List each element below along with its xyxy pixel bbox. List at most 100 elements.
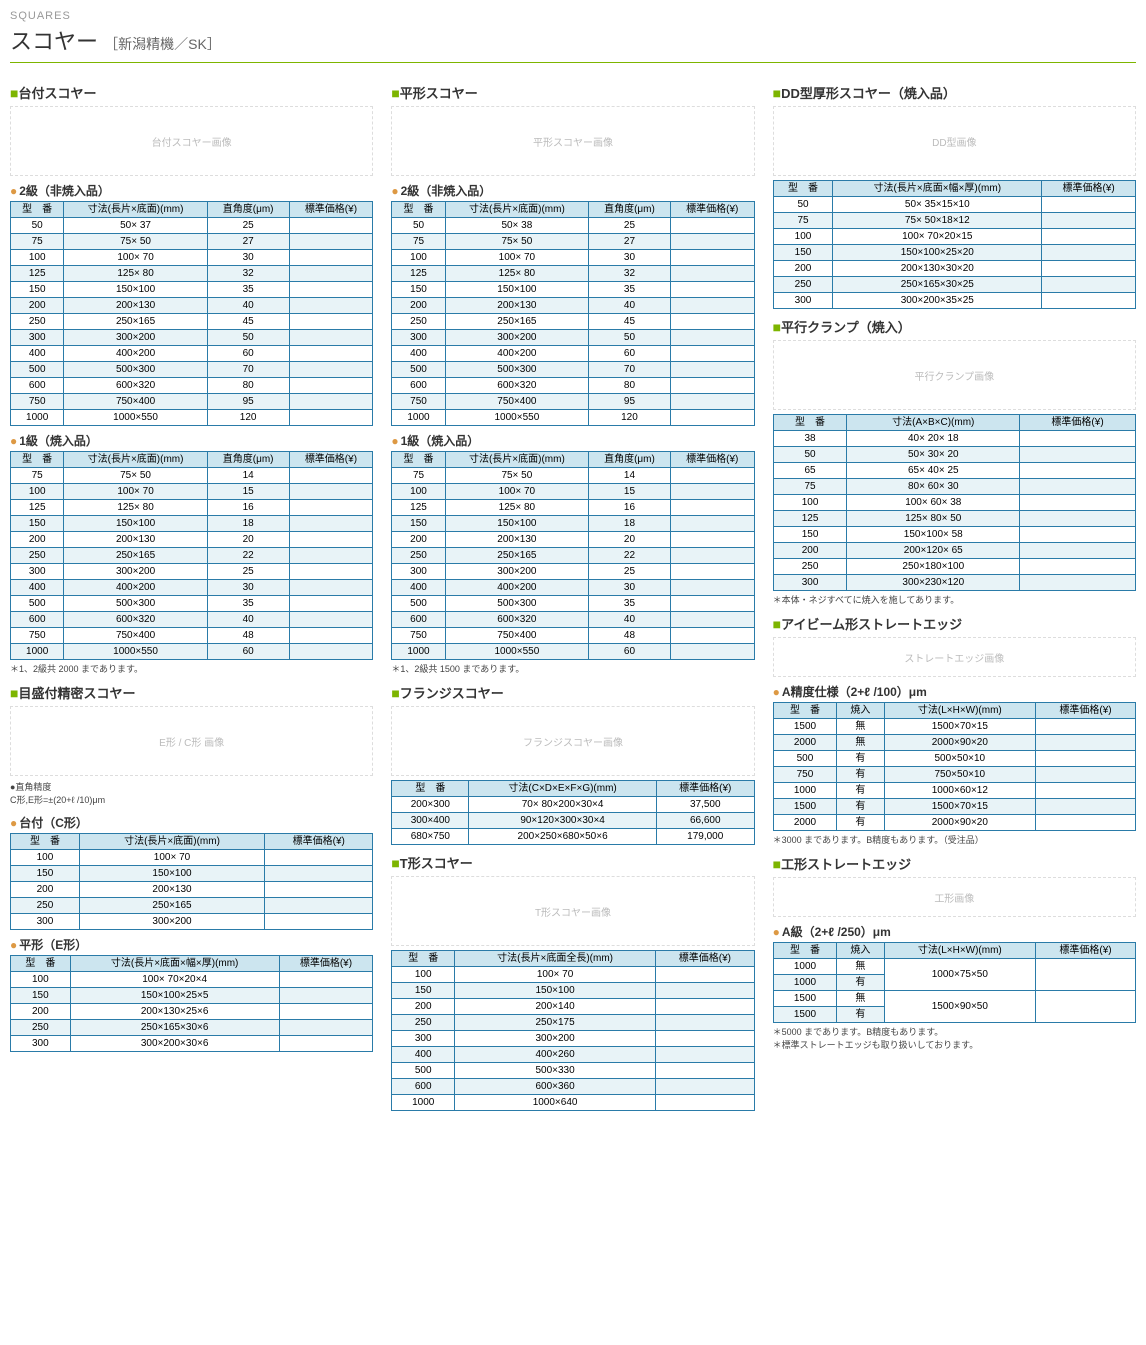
table-row: 150150×10035 (392, 282, 754, 298)
table-cell: 50 (392, 218, 445, 234)
table-cell: 75× 50 (445, 234, 588, 250)
table-cell: 250 (11, 314, 64, 330)
table-cell: 20 (589, 532, 671, 548)
table-row: 600600×32080 (392, 378, 754, 394)
table-header: 焼入 (837, 703, 884, 719)
table-cell: 300 (773, 293, 833, 309)
table-row: 250250×16522 (392, 548, 754, 564)
table-cell: 200×140 (455, 999, 656, 1015)
table-cell: 95 (589, 394, 671, 410)
table-row: 250250×16522 (11, 548, 373, 564)
table-row: 250250×175 (392, 1015, 754, 1031)
table-cell: 27 (589, 234, 671, 250)
table-c2-t4: 型 番寸法(長片×底面全長)(mm)標準価格(¥)100100× 7015015… (391, 950, 754, 1111)
table-cell: 100 (11, 972, 71, 988)
table-row: 125125× 8032 (392, 266, 754, 282)
table-cell: 75 (392, 234, 445, 250)
table-row: 1500有1500×70×15 (773, 799, 1135, 815)
table-row: 600600×32040 (11, 612, 373, 628)
table-cell: 150 (11, 282, 64, 298)
table-cell: 750 (11, 394, 64, 410)
table-cell: 1000 (773, 783, 837, 799)
table-cell: 125 (11, 266, 64, 282)
table-cell: 50 (773, 447, 847, 463)
table-row: 500有500×50×10 (773, 751, 1135, 767)
table-row: 150150×100 (11, 866, 373, 882)
table-cell: 45 (207, 314, 289, 330)
table-cell (279, 1004, 373, 1020)
table-cell: 600×320 (64, 378, 207, 394)
table-cell: 37,500 (656, 797, 754, 813)
data-table: 型 番寸法(長片×底面×幅×厚)(mm)標準価格(¥)100100× 70×20… (10, 955, 373, 1052)
table-cell: 500 (392, 596, 445, 612)
table-cell: 1500 (773, 991, 837, 1007)
table-cell (670, 564, 754, 580)
table-row: 7575× 5027 (11, 234, 373, 250)
table-cell (1020, 575, 1136, 591)
table-row: 10001000×550120 (392, 410, 754, 426)
table-row: 7580× 60× 30 (773, 479, 1135, 495)
table-cell: 150×100 (445, 516, 588, 532)
table-cell (289, 362, 373, 378)
table-row: 1000無1000×75×50 (773, 959, 1135, 975)
table-header: 標準価格(¥) (1036, 703, 1136, 719)
table-cell (289, 580, 373, 596)
table-cell: 30 (207, 580, 289, 596)
table-header: 型 番 (11, 834, 80, 850)
table-cell: 32 (207, 266, 289, 282)
table-cell: 750×400 (64, 628, 207, 644)
table-cell: 400 (11, 580, 64, 596)
table-cell: 14 (207, 468, 289, 484)
table-cell: 16 (589, 500, 671, 516)
table-c1-t2: 型 番寸法(長片×底面)(mm)直角度(μm)標準価格(¥)7575× 5014… (10, 451, 373, 660)
main-columns: ■台付スコヤー 台付スコヤー画像 ●2級（非焼入品） 型 番寸法(長片×底面)(… (10, 75, 1136, 1113)
table-cell (1020, 543, 1136, 559)
table-row: 400400×20060 (11, 346, 373, 362)
table-cell: 500 (773, 751, 837, 767)
table-cell: 150 (773, 527, 847, 543)
table-cell: 35 (589, 596, 671, 612)
table-cell: 35 (207, 596, 289, 612)
table-cell: 200 (11, 532, 64, 548)
table-cell: 1000×550 (445, 410, 588, 426)
table-header: 標準価格(¥) (670, 202, 754, 218)
table-row: 10001000×640 (392, 1095, 754, 1111)
table-row: 250250×165 (11, 898, 373, 914)
table-heading: ●平形（E形） (10, 936, 373, 953)
table-cell: 200×130 (64, 532, 207, 548)
table-header: 寸法(長片×底面)(mm) (64, 452, 207, 468)
table-cell: 200×130 (64, 298, 207, 314)
table-cell (670, 378, 754, 394)
table-row: 7575× 5027 (392, 234, 754, 250)
table-cell: 1000×640 (455, 1095, 656, 1111)
table-c3-t3: 型 番焼入寸法(L×H×W)(mm)標準価格(¥)1500無1500×70×15… (773, 702, 1136, 831)
table-cell: 15 (589, 484, 671, 500)
table-row: 150150×100×25×5 (11, 988, 373, 1004)
table-cell: 500×300 (64, 362, 207, 378)
table-cell (289, 282, 373, 298)
table-cell: 有 (837, 767, 884, 783)
table-row: 300300×200×35×25 (773, 293, 1135, 309)
table-header: 寸法(L×H×W)(mm) (884, 703, 1036, 719)
table-cell: 14 (589, 468, 671, 484)
table-cell: 300×400 (392, 813, 469, 829)
table-cell: 100× 60× 38 (847, 495, 1020, 511)
table-cell: 1000 (392, 644, 445, 660)
table-row: 750有750×50×10 (773, 767, 1135, 783)
table-cell (289, 596, 373, 612)
table-cell (670, 250, 754, 266)
table-cell: 45 (589, 314, 671, 330)
note: ＊本体・ネジすべてに焼入を施してあります。 (773, 593, 1136, 606)
table-row: 680×750200×250×680×50×6179,000 (392, 829, 754, 845)
table-cell (656, 1095, 755, 1111)
table-heading: ●A精度仕様（2+ℓ /100）μm (773, 683, 1136, 700)
table-row: 2000無2000×90×20 (773, 735, 1135, 751)
table-row: 100100× 7015 (11, 484, 373, 500)
table-cell (670, 580, 754, 596)
table-row: 100100× 7030 (11, 250, 373, 266)
table-cell: 80 (207, 378, 289, 394)
table-cell: 100 (392, 484, 445, 500)
table-cell (1042, 293, 1136, 309)
table-row: 750750×40095 (11, 394, 373, 410)
table-header: 型 番 (392, 951, 455, 967)
